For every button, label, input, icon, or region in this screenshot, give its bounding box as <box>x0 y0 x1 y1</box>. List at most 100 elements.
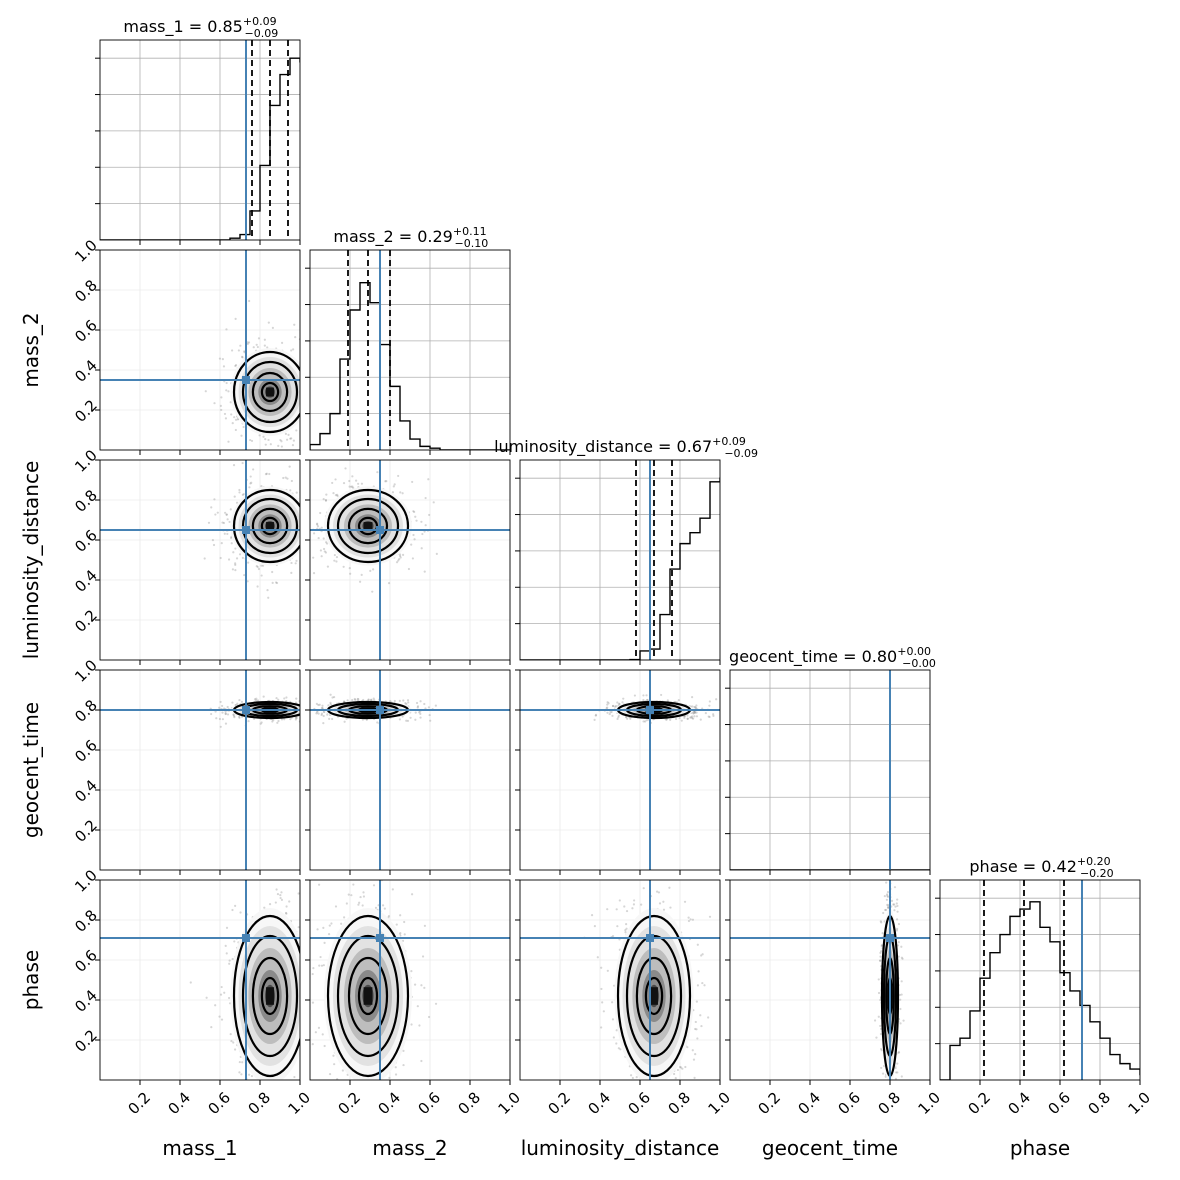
scatter-point <box>331 696 334 699</box>
injection-marker <box>376 706 384 714</box>
scatter-point <box>232 713 235 716</box>
scatter-point <box>399 491 402 494</box>
scatter-point <box>301 538 303 540</box>
scatter-point <box>350 485 353 488</box>
scatter-point <box>301 717 303 719</box>
scatter-point <box>234 364 238 367</box>
contour-line <box>232 350 300 434</box>
scatter-point <box>322 923 324 925</box>
scatter-point <box>295 716 298 720</box>
scatter-point <box>301 503 303 505</box>
scatter-point <box>317 712 320 715</box>
scatter-point <box>606 711 609 714</box>
scatter-point <box>240 355 244 358</box>
scatter-point <box>624 716 628 719</box>
scatter-point <box>277 698 280 701</box>
scatter-point <box>712 713 715 716</box>
scatter-point <box>326 565 330 568</box>
scatter-point <box>691 705 694 708</box>
scatter-point <box>646 698 649 702</box>
scatter-point <box>240 700 244 703</box>
scatter-point <box>267 1081 269 1083</box>
scatter-point <box>283 1088 285 1090</box>
scatter-point <box>276 892 280 896</box>
scatter-point <box>234 562 237 565</box>
scatter-point <box>315 712 318 715</box>
scatter-point <box>715 698 718 701</box>
scatter-point <box>294 562 297 565</box>
scatter-point <box>321 398 323 400</box>
scatter-point <box>318 515 320 517</box>
scatter-point <box>262 435 265 438</box>
scatter-point <box>633 694 637 697</box>
scatter-point <box>239 911 242 914</box>
scatter-point <box>410 543 413 546</box>
scatter-point <box>276 721 279 724</box>
scatter-point <box>393 483 396 486</box>
scatter-point <box>301 433 303 435</box>
scatter-point <box>238 488 241 492</box>
scatter-point <box>305 719 307 721</box>
scatter-point <box>289 718 292 721</box>
scatter-point <box>306 705 308 707</box>
scatter-point <box>279 438 282 442</box>
scatter-point <box>329 693 332 696</box>
scatter-point <box>283 718 286 721</box>
scatter-point <box>320 526 323 529</box>
scatter-point <box>617 716 620 719</box>
scatter-point <box>306 987 308 989</box>
scatter-point <box>302 945 304 947</box>
scatter-point <box>301 709 303 711</box>
scatter-point <box>241 461 244 465</box>
scatter-point <box>695 704 698 707</box>
panel-geocent_time-geocent_time: geocent_time = 0.80+0.00−0.00 <box>725 645 936 875</box>
scatter-point <box>219 725 222 728</box>
scatter-point <box>267 321 270 324</box>
scatter-point <box>301 423 303 425</box>
scatter-point <box>210 712 213 716</box>
scatter-point <box>306 514 308 516</box>
scatter-point <box>372 568 375 571</box>
scatter-point <box>308 430 310 432</box>
scatter-point <box>646 698 649 702</box>
scatter-point <box>287 433 290 436</box>
scatter-point <box>288 465 291 468</box>
scatter-point <box>312 556 315 559</box>
scatter-point <box>290 561 293 565</box>
scatter-point <box>312 992 314 994</box>
scatter-point <box>266 346 269 349</box>
scatter-point <box>324 546 326 548</box>
scatter-point <box>271 570 274 574</box>
scatter-point <box>303 713 305 715</box>
scatter-point <box>301 527 303 529</box>
scatter-point <box>692 712 695 715</box>
scatter-point <box>367 698 370 701</box>
scatter-point <box>324 403 326 405</box>
scatter-point <box>376 471 379 474</box>
scatter-point <box>665 718 668 722</box>
scatter-point <box>302 962 304 964</box>
scatter-point <box>304 915 306 917</box>
scatter-point <box>424 496 427 500</box>
scatter-point <box>305 388 307 390</box>
scatter-point <box>223 532 226 535</box>
title-main: mass_2 = 0.29 <box>333 227 452 247</box>
scatter-point <box>220 542 223 545</box>
scatter-point <box>609 711 612 714</box>
y-tick-label: 0.2 <box>71 606 101 636</box>
scatter-point <box>346 699 349 702</box>
scatter-point <box>335 560 338 563</box>
scatter-point <box>428 513 431 517</box>
scatter-point <box>642 720 645 723</box>
title-main: mass_1 = 0.85 <box>123 17 242 37</box>
scatter-point <box>294 701 298 704</box>
scatter-point <box>320 706 324 710</box>
scatter-point <box>221 718 225 721</box>
scatter-point <box>324 505 326 507</box>
scatter-point <box>305 351 307 353</box>
scatter-point <box>409 716 412 719</box>
scatter-point <box>407 567 411 571</box>
scatter-point <box>301 702 303 704</box>
scatter-point <box>243 350 246 353</box>
scatter-point <box>210 1026 213 1029</box>
